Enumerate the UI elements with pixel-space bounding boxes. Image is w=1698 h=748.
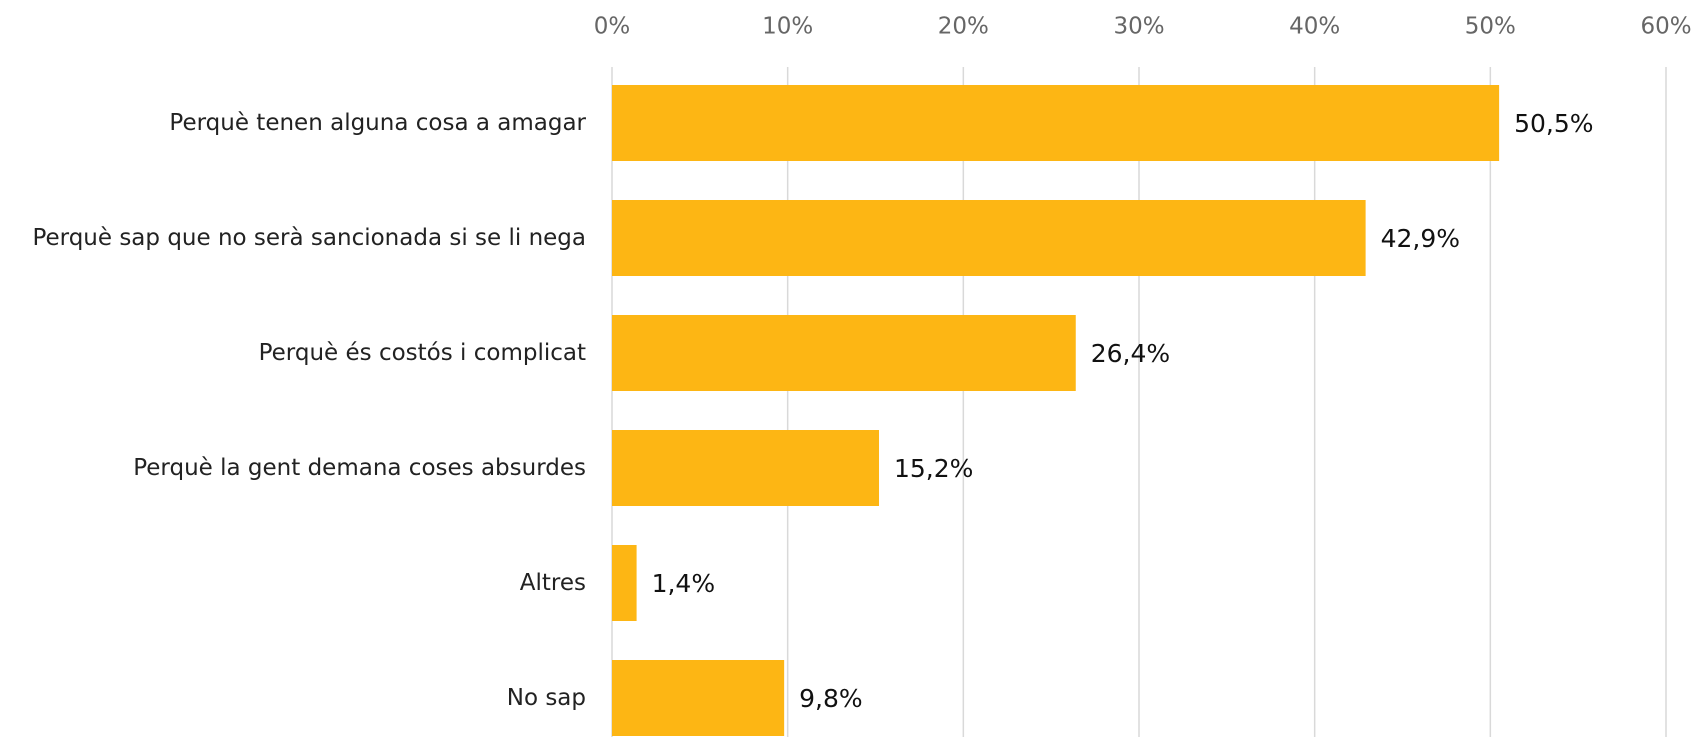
x-tick-label: 0% (594, 14, 631, 40)
y-tick-label: Perquè sap que no serà sancionada si se … (32, 224, 586, 251)
data-label: 42,9% (1381, 224, 1460, 253)
data-label: 15,2% (894, 454, 973, 483)
category-label-box: Altres (0, 533, 586, 633)
bar (612, 430, 880, 506)
y-tick-label: Altres (519, 569, 586, 596)
x-tick-label: 10% (762, 14, 813, 40)
bar (612, 660, 785, 736)
category-label-box: Perquè sap que no serà sancionada si se … (0, 188, 586, 288)
y-tick-label: No sap (506, 684, 586, 711)
bar (612, 200, 1366, 276)
x-tick-label: 20% (938, 14, 989, 40)
category-label-box: No sap (0, 648, 586, 748)
x-tick-label: 30% (1113, 14, 1164, 40)
data-label: 50,5% (1514, 109, 1593, 138)
bar (612, 315, 1076, 391)
data-label: 1,4% (652, 569, 716, 598)
data-label: 9,8% (799, 684, 863, 713)
x-tick-label: 50% (1465, 14, 1516, 40)
category-label-box: Perquè tenen alguna cosa a amagar (0, 73, 586, 173)
y-tick-label: Perquè la gent demana coses absurdes (133, 454, 586, 481)
x-tick-label: 60% (1640, 14, 1691, 40)
category-label-box: Perquè és costós i complicat (0, 303, 586, 403)
category-label-box: Perquè la gent demana coses absurdes (0, 418, 586, 518)
x-tick-label: 40% (1289, 14, 1340, 40)
bar (612, 85, 1500, 161)
data-label: 26,4% (1091, 339, 1170, 368)
y-tick-label: Perquè tenen alguna cosa a amagar (169, 109, 586, 136)
y-tick-label: Perquè és costós i complicat (258, 339, 586, 366)
bar (612, 545, 637, 621)
